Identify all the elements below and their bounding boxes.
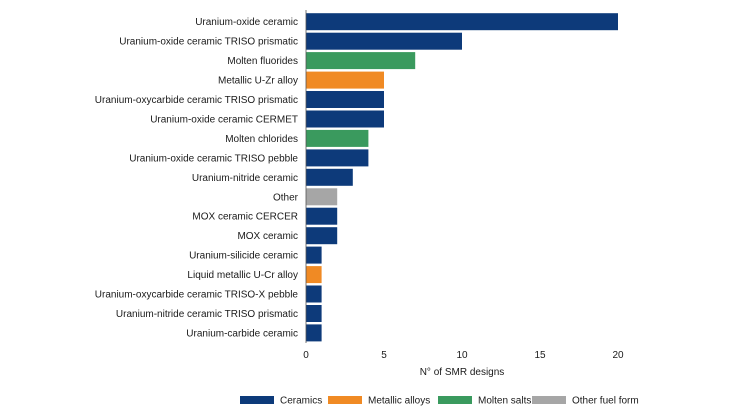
legend-swatch	[438, 396, 472, 404]
bar	[306, 246, 322, 264]
category-label: Uranium-oxycarbide ceramic TRISO-X pebbl…	[95, 290, 299, 301]
bar	[306, 266, 322, 284]
legend: Ceramics Metallic alloys Molten salts Other…	[240, 396, 639, 407]
category-label: Uranium-oxide ceramic CERMET	[150, 115, 298, 126]
category-label: Uranium-nitride ceramic TRISO prismatic	[116, 309, 298, 320]
bar	[306, 71, 384, 89]
category-label: Uranium-oxide ceramic TRISO pebble	[129, 153, 298, 164]
category-label: MOX ceramic	[237, 231, 298, 242]
legend-swatch	[240, 396, 274, 404]
legend-swatch	[328, 396, 362, 404]
legend-swatch	[532, 396, 566, 404]
bar	[306, 149, 369, 167]
bar	[306, 52, 416, 70]
bar	[306, 324, 322, 342]
category-label: Uranium-carbide ceramic	[186, 328, 298, 339]
bar	[306, 91, 384, 108]
bars-group	[306, 13, 618, 342]
bar	[306, 227, 338, 245]
category-label: Molten chlorides	[225, 134, 298, 145]
bar	[306, 13, 618, 31]
x-tick-label: 10	[456, 350, 468, 361]
bar	[306, 32, 462, 50]
category-label: Uranium-oxycarbide ceramic TRISO prismat…	[95, 95, 298, 106]
category-label: Molten fluorides	[227, 56, 298, 67]
category-label: Other	[273, 192, 299, 203]
x-ticks: 0 5 10 15 20	[303, 350, 624, 361]
legend-label: Metallic alloys	[368, 396, 430, 407]
category-label: Uranium-nitride ceramic	[192, 173, 298, 184]
bar	[306, 207, 338, 225]
legend-label: Molten salts	[478, 396, 531, 407]
category-label: Uranium-oxide ceramic	[195, 17, 298, 28]
legend-label: Other fuel form	[572, 396, 639, 407]
bar	[306, 129, 369, 147]
category-label: MOX ceramic CERCER	[192, 212, 298, 223]
bar	[306, 168, 353, 186]
bar	[306, 110, 384, 128]
bar	[306, 285, 322, 303]
x-tick-label: 5	[381, 350, 387, 361]
category-labels: Uranium-oxide ceramic Uranium-oxide ceram…	[95, 17, 299, 339]
category-label: Liquid metallic U-Cr alloy	[187, 270, 298, 281]
category-label: Uranium-oxide ceramic TRISO prismatic	[119, 37, 298, 48]
x-axis-title: N° of SMR designs	[420, 367, 505, 378]
legend-label: Ceramics	[280, 396, 322, 407]
x-tick-label: 15	[534, 350, 546, 361]
bar	[306, 305, 322, 322]
x-tick-label: 0	[303, 350, 309, 361]
bar	[306, 188, 338, 206]
category-label: Uranium-silicide ceramic	[189, 251, 298, 262]
x-tick-label: 20	[612, 350, 624, 361]
category-label: Metallic U-Zr alloy	[218, 76, 298, 87]
